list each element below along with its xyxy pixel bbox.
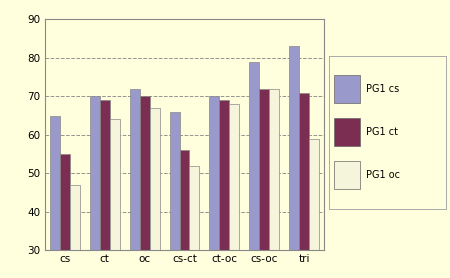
Bar [334,118,360,146]
Text: PG1 ct: PG1 ct [366,127,398,137]
Bar [90,96,100,250]
Bar [50,116,60,250]
Bar [334,75,360,103]
Bar [220,100,230,250]
Bar [189,166,199,250]
Bar [269,89,279,250]
Bar [130,89,140,250]
Bar [259,89,269,250]
Bar [230,104,239,250]
Bar [60,154,70,250]
Bar [334,161,360,188]
Bar [249,62,259,250]
Text: PG1 cs: PG1 cs [366,84,399,94]
Bar [309,139,319,250]
Bar [180,150,189,250]
Text: PG1 oc: PG1 oc [366,170,400,180]
Bar [149,108,160,250]
Bar [100,100,110,250]
Bar [140,96,149,250]
Bar [209,96,220,250]
Bar [70,185,80,250]
Bar [299,93,309,250]
Bar [110,120,120,250]
Bar [170,112,180,250]
Bar [289,46,299,250]
